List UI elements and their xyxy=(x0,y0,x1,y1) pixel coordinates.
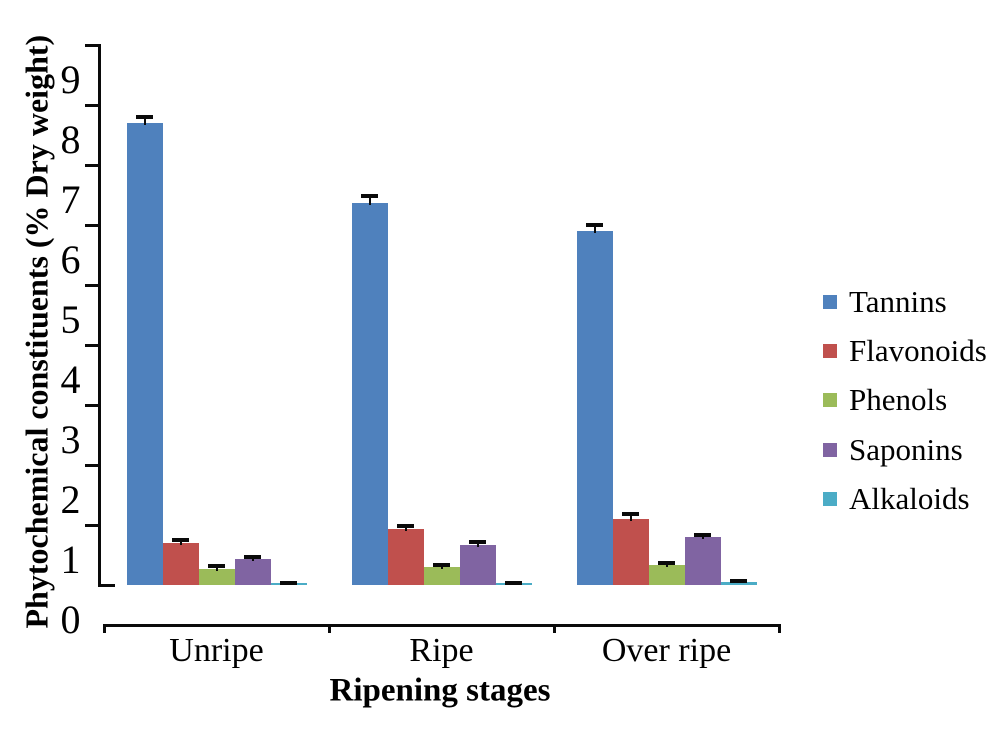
error-bar-cap xyxy=(622,511,639,516)
bar-tannins-over-ripe xyxy=(576,231,613,585)
error-bar-whisker xyxy=(143,117,146,125)
error-bar-cap xyxy=(280,580,297,585)
y-tick-label: 8 xyxy=(60,117,81,162)
y-tick-label: 0 xyxy=(60,597,81,642)
y-tick xyxy=(84,43,98,47)
bar-phenols-over-ripe xyxy=(648,565,685,585)
error-bar-cap xyxy=(172,538,189,542)
error-bar-whisker xyxy=(251,556,254,561)
error-bar-whisker xyxy=(701,534,704,539)
category-axis-tick xyxy=(777,623,781,633)
bar-flavonoids-over-ripe xyxy=(612,519,649,585)
legend-swatch-flavonoids xyxy=(823,344,837,359)
y-axis-foot xyxy=(99,583,115,587)
error-bar-whisker xyxy=(665,562,668,567)
category-label: Ripe xyxy=(409,632,474,669)
y-tick xyxy=(84,403,98,407)
error-bar-cap xyxy=(730,578,747,583)
y-tick-label: 3 xyxy=(60,417,81,462)
y-tick xyxy=(84,223,98,227)
bar-tannins-ripe xyxy=(351,203,388,585)
legend-label-saponins: Saponins xyxy=(849,431,963,467)
legend-swatch-saponins xyxy=(823,442,837,457)
error-bar-whisker xyxy=(593,225,596,233)
legend-swatch-phenols xyxy=(823,393,837,408)
error-bar-whisker xyxy=(404,525,407,531)
x-axis-title: Ripening stages xyxy=(329,672,551,709)
y-tick xyxy=(84,523,98,527)
error-bar-cap xyxy=(136,115,153,119)
y-tick-label: 6 xyxy=(60,237,81,282)
legend-label-phenols: Phenols xyxy=(849,382,948,418)
error-bar-cap xyxy=(694,532,711,537)
bar-saponins-unripe xyxy=(234,559,271,585)
category-axis-line xyxy=(104,623,779,627)
y-tick xyxy=(84,283,98,287)
error-bar-cap xyxy=(361,193,378,198)
y-tick-label: 7 xyxy=(60,177,81,222)
y-tick-label: 5 xyxy=(60,297,81,342)
error-bar-whisker xyxy=(629,513,632,521)
error-bar-whisker xyxy=(476,542,479,547)
error-bar-cap xyxy=(469,540,486,545)
error-bar-cap xyxy=(208,563,225,568)
error-bar-cap xyxy=(244,554,261,559)
bar-phenols-ripe xyxy=(423,567,460,585)
error-bar-whisker xyxy=(179,540,182,545)
bar-alkaloids-over-ripe xyxy=(720,582,757,585)
legend-swatch-tannins xyxy=(823,295,837,309)
y-tick-label: 9 xyxy=(60,57,81,102)
y-tick xyxy=(84,103,98,107)
y-tick xyxy=(84,463,98,467)
y-tick xyxy=(84,163,98,167)
category-axis-tick xyxy=(552,623,556,633)
error-bar-cap xyxy=(505,581,522,586)
y-tick-label: 2 xyxy=(60,477,81,522)
error-bar-cap xyxy=(658,560,675,565)
error-bar-whisker xyxy=(368,195,371,205)
bar-flavonoids-ripe xyxy=(387,529,424,585)
legend-swatch-alkaloids xyxy=(823,491,837,506)
bar-phenols-unripe xyxy=(198,569,235,585)
y-tick xyxy=(84,343,98,347)
category-axis-tick xyxy=(327,623,331,633)
error-bar-whisker xyxy=(215,565,218,571)
category-label: Unripe xyxy=(169,632,264,669)
error-bar-cap xyxy=(397,523,414,528)
category-label: Over ripe xyxy=(601,632,732,669)
category-axis-tick xyxy=(102,623,106,633)
error-bar-cap xyxy=(586,223,603,227)
error-bar-whisker xyxy=(440,564,443,569)
y-axis-line xyxy=(97,43,101,587)
legend-label-alkaloids: Alkaloids xyxy=(849,480,970,516)
bar-tannins-unripe xyxy=(126,123,163,585)
legend-label-tannins: Tannins xyxy=(849,283,947,319)
y-tick-label: 4 xyxy=(60,357,81,402)
bar-flavonoids-unripe xyxy=(162,543,199,585)
bar-saponins-ripe xyxy=(459,545,496,585)
bar-saponins-over-ripe xyxy=(684,537,721,585)
error-bar-cap xyxy=(433,562,450,567)
y-tick-label: 1 xyxy=(60,537,81,582)
legend-label-flavonoids: Flavonoids xyxy=(849,333,987,369)
